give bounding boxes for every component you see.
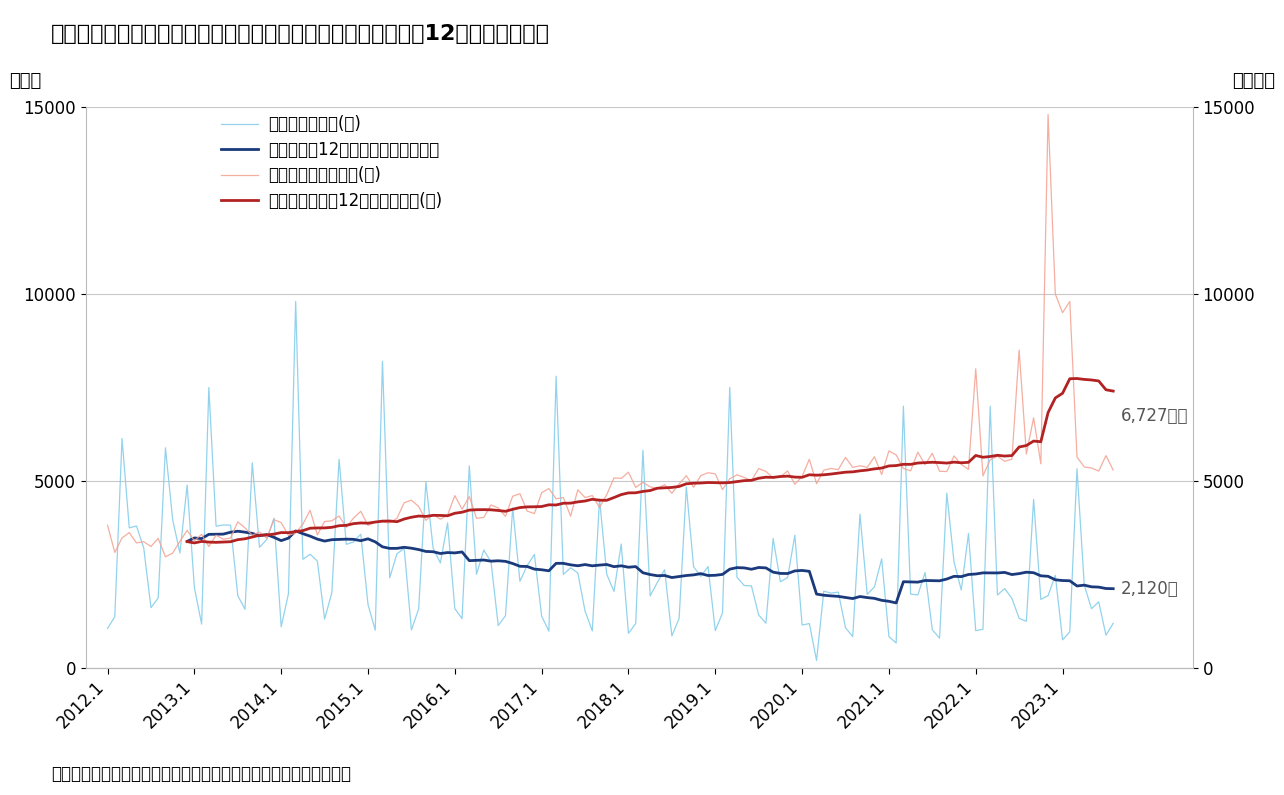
Text: （資料）　不動産経済研究所の公表からニッセイ基礎研究所が作成: （資料） 不動産経済研究所の公表からニッセイ基礎研究所が作成 bbox=[51, 765, 352, 783]
Text: 図表１　首都圏新築マンションの発売戸数と平均価格（月次、12ヶ月移動平均）: 図表１ 首都圏新築マンションの発売戸数と平均価格（月次、12ヶ月移動平均） bbox=[51, 24, 551, 44]
Legend: 発売戸数・月次(左), 発売戸数・12ヶ月移動平均　（左）, 平均発売価格・月次(右), 平均発売価格・12ヶ月移動平均(右): 発売戸数・月次(左), 発売戸数・12ヶ月移動平均 （左）, 平均発売価格・月次… bbox=[221, 115, 442, 210]
Text: （万円）: （万円） bbox=[1233, 72, 1275, 90]
Text: 6,727万円: 6,727万円 bbox=[1121, 407, 1188, 425]
Text: 2,120戸: 2,120戸 bbox=[1121, 580, 1179, 598]
Text: （戸）: （戸） bbox=[9, 72, 41, 90]
